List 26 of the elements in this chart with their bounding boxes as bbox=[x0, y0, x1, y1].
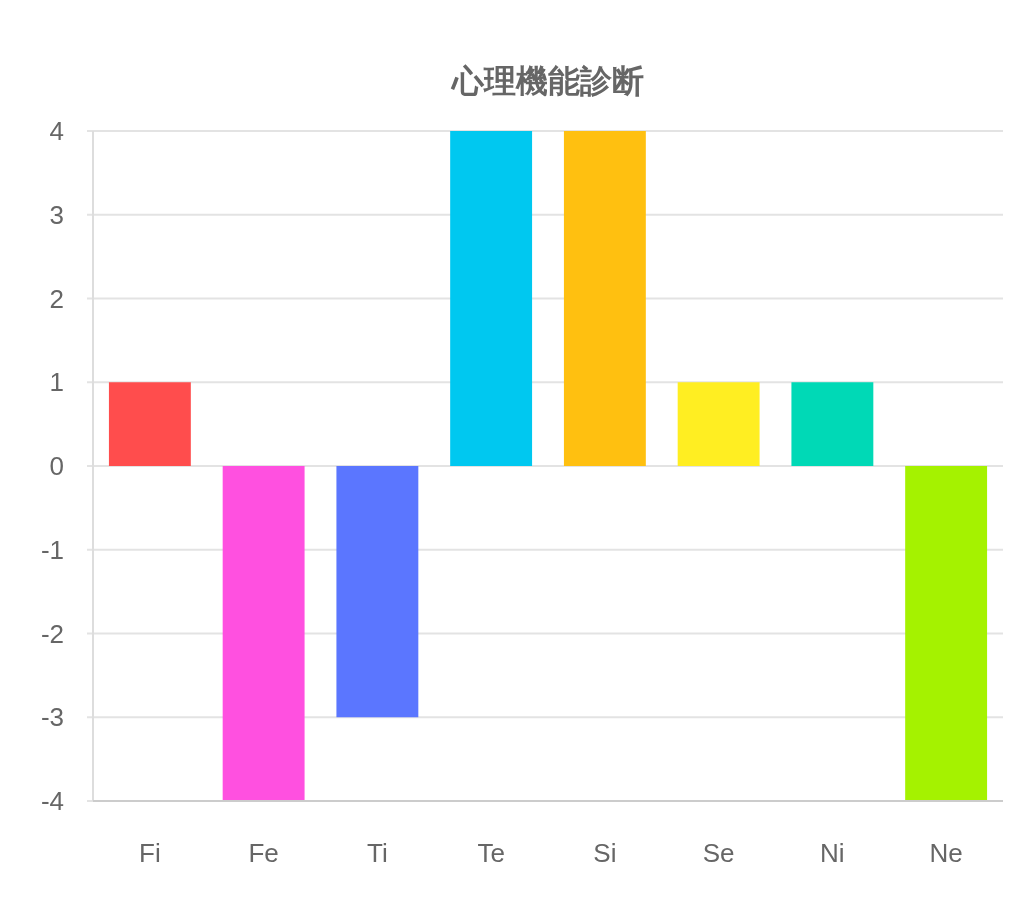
y-tick-label: 1 bbox=[49, 367, 64, 398]
bar bbox=[791, 382, 874, 466]
y-tick-label: -2 bbox=[40, 618, 64, 649]
y-tick-label: 4 bbox=[49, 116, 64, 146]
x-tick-label: Ne bbox=[929, 838, 963, 868]
bar bbox=[905, 466, 988, 801]
x-tick-label: Se bbox=[702, 838, 735, 868]
y-tick-label: 2 bbox=[49, 283, 64, 314]
bar bbox=[563, 131, 646, 466]
chart-title: 心理機能診断 bbox=[450, 62, 644, 100]
y-tick-label: -4 bbox=[40, 786, 64, 816]
x-tick-label: Fe bbox=[248, 838, 279, 868]
x-tick-label: Ti bbox=[367, 838, 388, 868]
x-tick-label: Ni bbox=[820, 838, 845, 868]
y-tick-label: -1 bbox=[40, 534, 64, 565]
bar bbox=[677, 382, 760, 466]
bar bbox=[336, 466, 419, 718]
x-tick-label: Fi bbox=[139, 838, 161, 868]
y-tick-label: 0 bbox=[49, 451, 64, 481]
bar bbox=[450, 131, 533, 466]
x-tick-label: Si bbox=[593, 838, 617, 868]
y-tick-label: 3 bbox=[49, 199, 64, 230]
x-tick-label: Te bbox=[477, 838, 505, 868]
y-tick-label: -3 bbox=[40, 702, 64, 733]
bar bbox=[108, 382, 191, 466]
bar bbox=[222, 466, 305, 801]
